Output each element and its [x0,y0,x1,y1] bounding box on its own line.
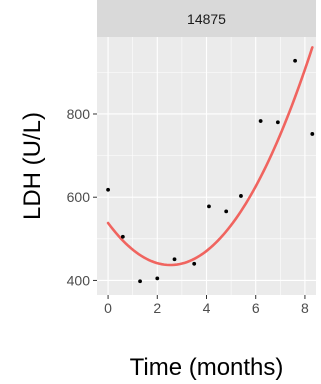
y-axis: 400 600 800 [67,106,97,288]
data-point [155,276,160,281]
data-point [138,279,142,284]
y-tick-label: 800 [67,106,91,122]
x-tick-label: 0 [104,300,112,316]
data-point [192,261,197,266]
fit-line-layer [106,46,314,267]
x-tick-label: 4 [203,300,211,316]
x-tick-label: 6 [252,300,260,316]
x-axis: 0 2 4 6 8 [104,295,309,316]
data-point [258,119,263,123]
data-point [239,194,243,198]
x-tick-label: 2 [153,300,161,316]
points-layer [106,58,315,284]
grid-major [97,37,316,295]
data-point [224,209,229,214]
data-point [207,204,211,209]
facet-label: 14875 [187,11,226,27]
data-point [310,132,315,136]
data-point [275,120,280,125]
y-axis-title: LDH (U/L) [19,112,46,220]
data-point [106,187,110,192]
fit-line [106,46,314,267]
data-point [120,234,125,239]
facet-strip [97,0,316,37]
data-point [172,257,177,262]
data-point [293,58,297,63]
x-axis-title: Time (months) [130,354,284,381]
y-tick-label: 600 [67,189,91,205]
y-tick-label: 400 [67,272,91,288]
x-tick-label: 8 [301,300,309,316]
